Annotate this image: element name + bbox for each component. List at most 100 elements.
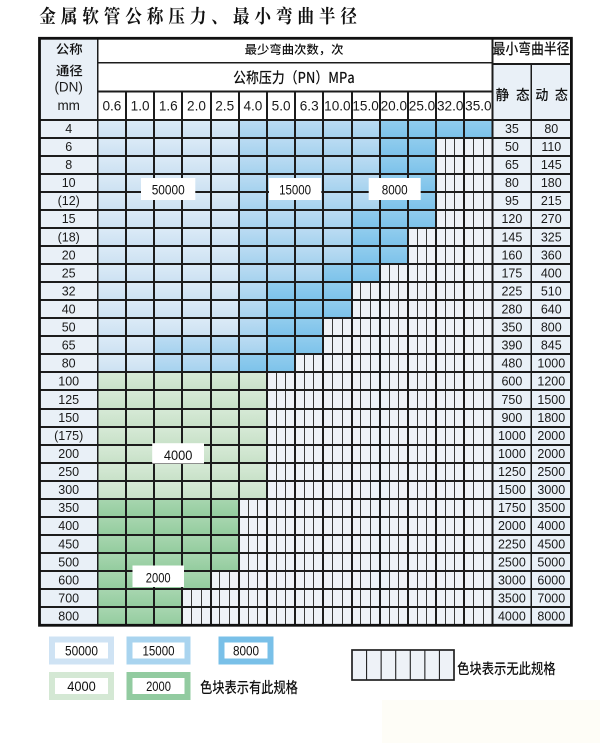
svg-text:400: 400 bbox=[541, 266, 562, 280]
svg-text:15000: 15000 bbox=[279, 182, 311, 198]
svg-text:1200: 1200 bbox=[537, 375, 565, 389]
svg-text:1750: 1750 bbox=[498, 501, 526, 515]
svg-text:6: 6 bbox=[65, 140, 72, 154]
svg-text:500: 500 bbox=[58, 555, 79, 569]
svg-text:mm: mm bbox=[57, 98, 80, 113]
svg-text:8000: 8000 bbox=[537, 610, 565, 624]
svg-text:50000: 50000 bbox=[65, 643, 98, 659]
svg-text:2500: 2500 bbox=[537, 465, 565, 479]
svg-text:2000: 2000 bbox=[146, 569, 171, 585]
svg-text:25: 25 bbox=[62, 266, 76, 280]
svg-text:2000: 2000 bbox=[537, 447, 565, 461]
svg-text:700: 700 bbox=[58, 592, 79, 606]
svg-text:20: 20 bbox=[62, 248, 76, 262]
svg-text:4500: 4500 bbox=[537, 537, 565, 551]
svg-text:10: 10 bbox=[62, 176, 76, 190]
svg-text:175: 175 bbox=[501, 266, 522, 280]
svg-text:110: 110 bbox=[541, 140, 561, 154]
svg-text:0.6: 0.6 bbox=[102, 99, 121, 114]
svg-text:2000: 2000 bbox=[146, 678, 171, 694]
svg-text:280: 280 bbox=[501, 303, 522, 317]
svg-text:65: 65 bbox=[505, 158, 519, 172]
svg-text:8: 8 bbox=[65, 158, 72, 172]
svg-text:160: 160 bbox=[501, 248, 522, 262]
svg-text:450: 450 bbox=[58, 537, 79, 551]
svg-text:2000: 2000 bbox=[537, 429, 565, 443]
svg-text:2.0: 2.0 bbox=[187, 99, 206, 114]
svg-text:2000: 2000 bbox=[498, 519, 526, 533]
svg-text:6.3: 6.3 bbox=[300, 99, 319, 114]
svg-text:50: 50 bbox=[505, 140, 519, 154]
svg-text:80: 80 bbox=[505, 176, 519, 190]
svg-text:360: 360 bbox=[541, 248, 562, 262]
svg-text:600: 600 bbox=[58, 573, 79, 587]
svg-text:325: 325 bbox=[541, 230, 562, 244]
svg-text:80: 80 bbox=[62, 357, 76, 371]
svg-text:4000: 4000 bbox=[67, 678, 96, 694]
svg-text:900: 900 bbox=[501, 411, 522, 425]
svg-text:3000: 3000 bbox=[498, 573, 526, 587]
svg-text:145: 145 bbox=[541, 158, 562, 172]
svg-text:40: 40 bbox=[62, 303, 76, 317]
svg-text:225: 225 bbox=[501, 284, 522, 298]
svg-text:800: 800 bbox=[541, 321, 562, 335]
svg-text:390: 390 bbox=[501, 339, 522, 353]
svg-text:180: 180 bbox=[541, 176, 562, 190]
svg-text:35: 35 bbox=[505, 122, 519, 136]
svg-text:1000: 1000 bbox=[537, 357, 565, 371]
svg-text:750: 750 bbox=[501, 393, 522, 407]
svg-text:4000: 4000 bbox=[164, 447, 193, 463]
svg-text:2.5: 2.5 bbox=[215, 99, 234, 114]
svg-text:35.0: 35.0 bbox=[465, 99, 492, 114]
svg-text:25.0: 25.0 bbox=[409, 99, 436, 114]
svg-text:200: 200 bbox=[58, 447, 79, 461]
svg-text:1000: 1000 bbox=[498, 447, 526, 461]
svg-text:1500: 1500 bbox=[537, 393, 565, 407]
svg-text:300: 300 bbox=[58, 483, 79, 497]
svg-text:640: 640 bbox=[541, 303, 562, 317]
svg-text:6000: 6000 bbox=[537, 573, 565, 587]
svg-text:270: 270 bbox=[541, 212, 562, 226]
svg-text:2500: 2500 bbox=[498, 555, 526, 569]
svg-text:4: 4 bbox=[65, 122, 72, 136]
svg-text:50: 50 bbox=[62, 321, 76, 335]
svg-text:20.0: 20.0 bbox=[381, 99, 408, 114]
svg-text:8000: 8000 bbox=[233, 643, 259, 659]
svg-text:3000: 3000 bbox=[537, 483, 565, 497]
svg-text:1800: 1800 bbox=[537, 411, 565, 425]
svg-text:10.0: 10.0 bbox=[324, 99, 351, 114]
svg-text:150: 150 bbox=[58, 411, 79, 425]
svg-text:(18): (18) bbox=[58, 230, 80, 244]
svg-text:400: 400 bbox=[58, 519, 79, 533]
svg-text:510: 510 bbox=[541, 284, 562, 298]
svg-text:1000: 1000 bbox=[498, 429, 526, 443]
svg-text:100: 100 bbox=[58, 375, 79, 389]
svg-text:1500: 1500 bbox=[498, 483, 526, 497]
svg-text:120: 120 bbox=[501, 212, 522, 226]
svg-text:125: 125 bbox=[58, 393, 79, 407]
svg-text:3500: 3500 bbox=[498, 592, 526, 606]
svg-text:2250: 2250 bbox=[498, 537, 526, 551]
svg-text:600: 600 bbox=[501, 375, 522, 389]
svg-text:4000: 4000 bbox=[537, 519, 565, 533]
svg-text:5000: 5000 bbox=[537, 555, 565, 569]
svg-text:8000: 8000 bbox=[382, 182, 408, 198]
svg-text:32: 32 bbox=[62, 284, 76, 298]
svg-text:350: 350 bbox=[501, 321, 522, 335]
svg-text:95: 95 bbox=[505, 194, 519, 208]
svg-text:845: 845 bbox=[541, 339, 562, 353]
svg-text:65: 65 bbox=[62, 339, 76, 353]
svg-text:15: 15 bbox=[62, 212, 76, 226]
svg-text:1250: 1250 bbox=[498, 465, 526, 479]
svg-text:1.6: 1.6 bbox=[159, 99, 178, 114]
svg-text:15000: 15000 bbox=[143, 643, 175, 659]
svg-text:5.0: 5.0 bbox=[272, 99, 291, 114]
svg-text:350: 350 bbox=[58, 501, 79, 515]
svg-text:50000: 50000 bbox=[152, 182, 185, 198]
svg-text:(12): (12) bbox=[58, 194, 80, 208]
svg-text:3500: 3500 bbox=[537, 501, 565, 515]
svg-text:4.0: 4.0 bbox=[243, 99, 262, 114]
svg-text:(175): (175) bbox=[54, 429, 83, 443]
svg-text:7000: 7000 bbox=[537, 592, 565, 606]
svg-text:(DN): (DN) bbox=[54, 80, 83, 95]
